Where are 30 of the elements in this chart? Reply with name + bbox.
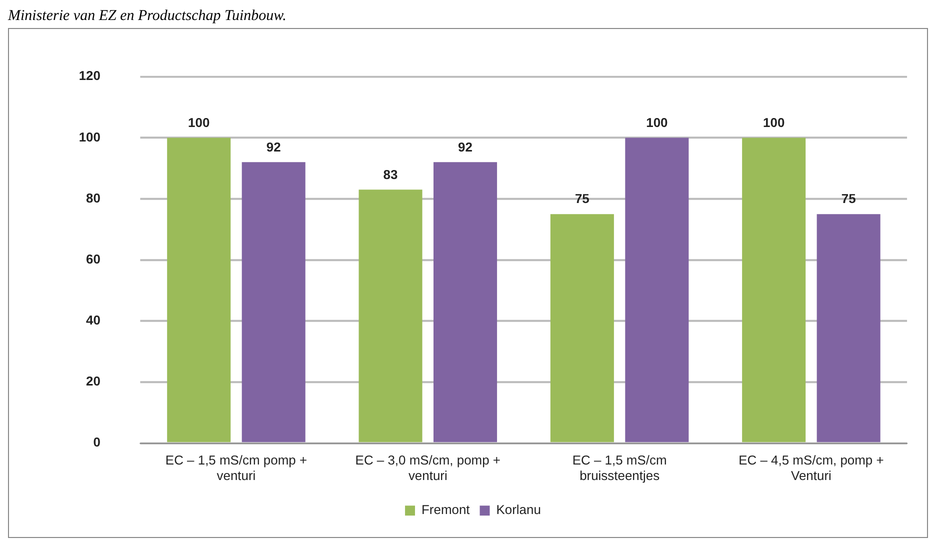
x-tick-label: EC – 1,5 mS/cm pomp + venturi [165, 452, 308, 483]
bar [434, 162, 498, 442]
y-tick-label: 60 [86, 251, 100, 266]
y-tick-label: 100 [78, 129, 100, 144]
text: Ministerie van EZ en Productschap Tuinbouw. [8, 8, 288, 26]
data-label: 83 [383, 166, 398, 182]
data-label: 100 [646, 114, 668, 130]
data-label: 92 [266, 139, 281, 154]
bar [550, 214, 614, 442]
y-tick-label: 20 [86, 374, 100, 389]
bar [742, 138, 806, 442]
bar [816, 214, 880, 442]
y-tick-label: 0 [93, 434, 100, 450]
bar [358, 190, 422, 442]
data-label: 75 [841, 191, 856, 206]
data-label: 100 [763, 114, 785, 130]
bar [625, 138, 689, 442]
y-tick-label: 120 [78, 68, 100, 84]
data-label: 75 [574, 191, 590, 206]
legend-label: Korlanu [496, 502, 541, 518]
bar [167, 138, 231, 442]
x-tick-label: EC – 4,5 mS/cm, pomp + Venturi [738, 452, 884, 483]
legend-label: Fremont [421, 502, 470, 518]
data-label: 92 [458, 139, 472, 154]
y-tick-label: 40 [86, 312, 100, 328]
x-tick-label: EC – 1,5 mS/cm bruissteentjes [572, 452, 667, 483]
x-tick-label: EC – 3,0 mS/cm, pomp + venturi [355, 452, 500, 483]
bar [242, 162, 306, 442]
data-label: 100 [188, 114, 210, 130]
y-tick-label: 80 [86, 190, 100, 206]
